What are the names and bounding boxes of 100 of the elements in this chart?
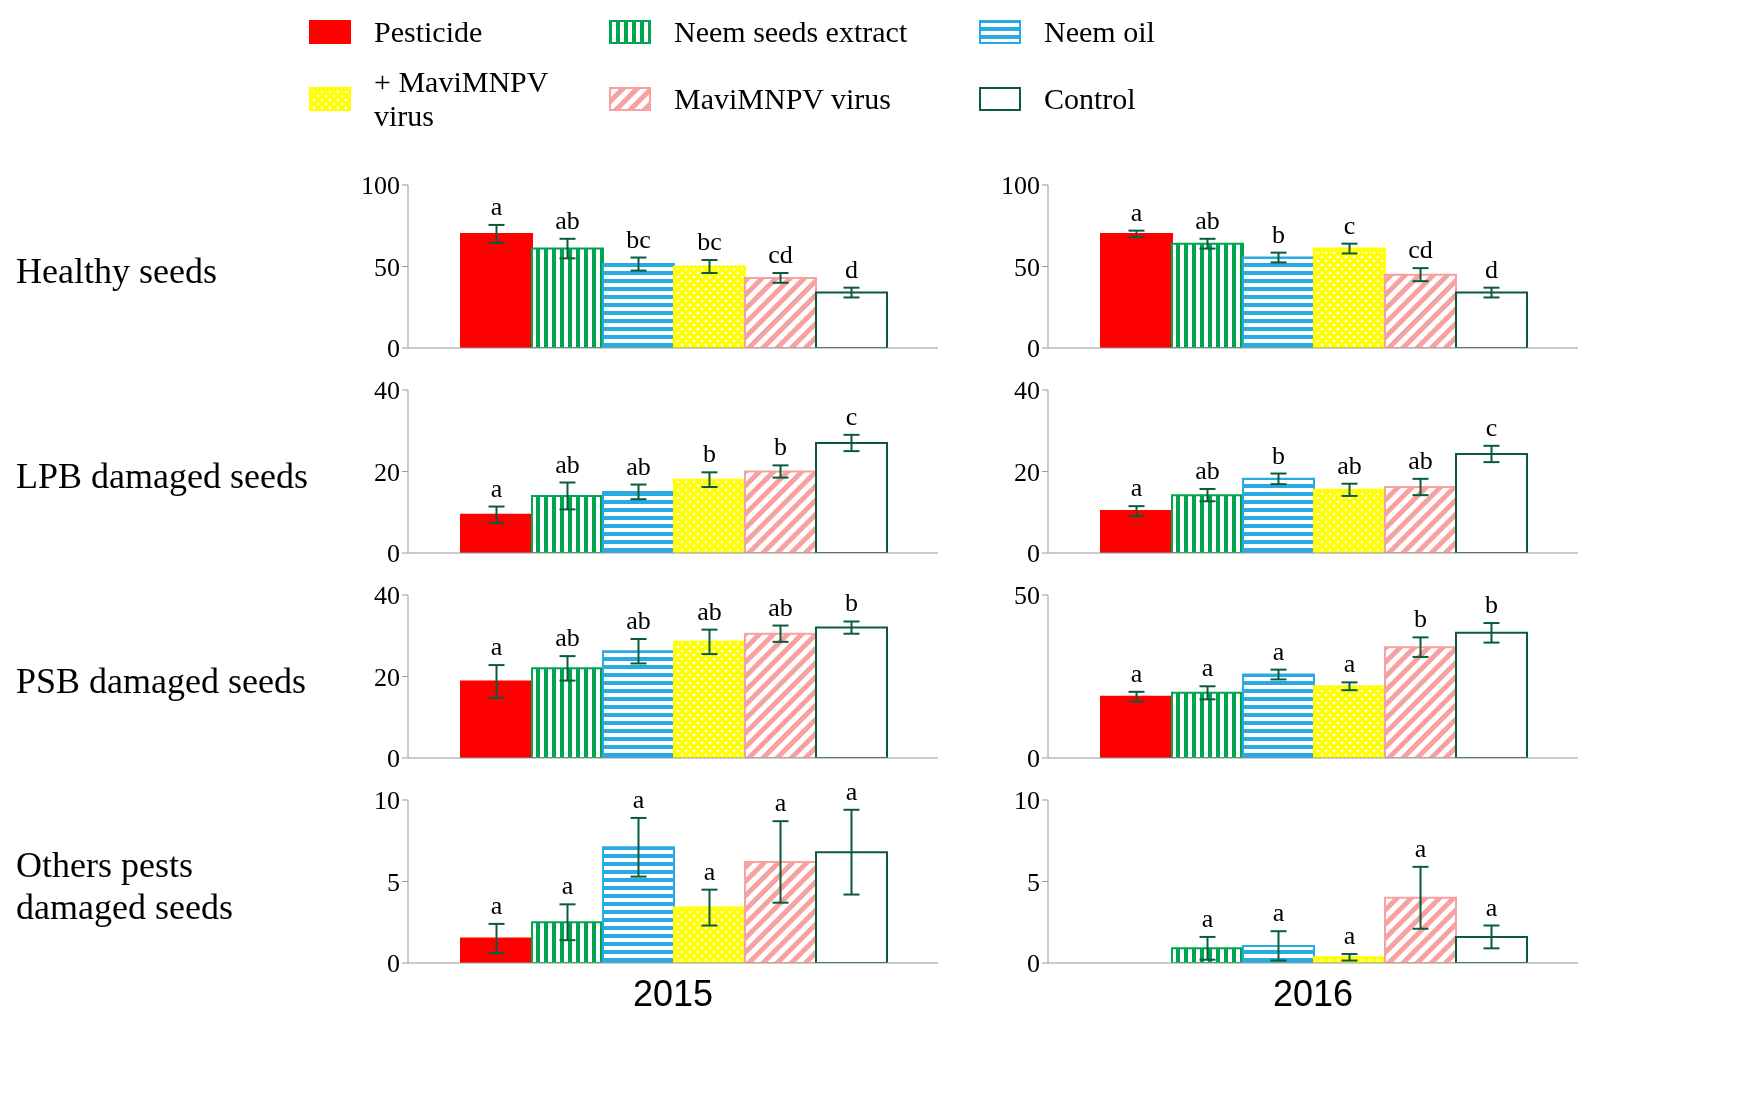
bar (602, 846, 675, 963)
data-label: b (1272, 440, 1285, 470)
y-tick-label: 20 (374, 457, 400, 487)
bar (1171, 242, 1244, 348)
data-label: ab (768, 592, 793, 622)
data-label: a (845, 776, 858, 806)
bar (1242, 944, 1315, 963)
bar (673, 640, 746, 758)
data-label: ab (555, 623, 580, 653)
data-label: b (703, 439, 716, 469)
y-tick-label: 10 (374, 786, 400, 816)
bar (1313, 247, 1386, 348)
bar (531, 494, 604, 553)
data-label: a (703, 856, 716, 886)
y-tick-label: 40 (1014, 376, 1040, 406)
y-tick-label: 50 (374, 252, 400, 282)
y-tick-label: 20 (374, 662, 400, 692)
bar (460, 513, 533, 553)
y-tick-label: 100 (361, 171, 400, 201)
bar (1242, 256, 1315, 348)
data-label: ab (626, 606, 651, 636)
data-label: a (632, 784, 645, 814)
legend-label: Neem oil (1044, 15, 1155, 49)
data-label: c (1343, 210, 1356, 240)
y-tick-label: 50 (1014, 581, 1040, 611)
data-label: a (561, 871, 574, 901)
data-label: bc (626, 224, 651, 254)
data-label: a (1343, 649, 1356, 679)
data-label: b (1485, 590, 1498, 620)
bar (1384, 646, 1457, 758)
y-tick-label: 5 (1027, 867, 1040, 897)
bar (815, 291, 888, 348)
bar (1313, 685, 1386, 758)
legend-label: Neem seeds extract (674, 15, 908, 49)
data-label: b (774, 432, 787, 462)
data-label: b (1272, 219, 1285, 249)
bar (744, 632, 817, 758)
bar (602, 650, 675, 758)
data-label: cd (768, 240, 793, 270)
data-label: a (1272, 636, 1285, 666)
y-tick-label: 0 (387, 949, 400, 979)
x-axis-title: 2016 (1272, 973, 1354, 1014)
data-label: ab (555, 449, 580, 479)
y-axis-title: Others pests damaged seeds (16, 843, 234, 929)
bar (602, 490, 675, 553)
bar (1455, 291, 1528, 348)
bar (673, 906, 746, 963)
data-label: b (1414, 604, 1427, 634)
data-label: a (1130, 473, 1143, 503)
data-label: cd (1408, 235, 1433, 265)
y-tick-label: 40 (374, 581, 400, 611)
bar (460, 937, 533, 963)
bar (1171, 691, 1244, 758)
data-label: ab (555, 205, 580, 235)
legend-label: Pesticide (374, 15, 483, 49)
bar (1100, 232, 1173, 348)
y-tick-label: 0 (1027, 744, 1040, 774)
bar (1384, 273, 1457, 348)
y-tick-label: 0 (387, 539, 400, 569)
bar (1171, 947, 1244, 963)
data-label: ab (697, 596, 722, 626)
data-label: ab (1337, 450, 1362, 480)
data-label: a (1130, 658, 1143, 688)
y-tick-label: 20 (1014, 457, 1040, 487)
bar (673, 478, 746, 553)
data-label: a (1414, 833, 1427, 863)
data-label: a (1201, 903, 1214, 933)
y-axis-title: Healthy seeds (16, 249, 218, 293)
bar (531, 247, 604, 348)
data-label: a (1343, 921, 1356, 951)
bar (1384, 896, 1457, 963)
y-tick-label: 40 (374, 376, 400, 406)
y-tick-label: 100 (1001, 171, 1040, 201)
legend-label: Control (1044, 82, 1136, 116)
data-label: ab (626, 451, 651, 481)
data-label: a (774, 788, 787, 818)
bar (744, 276, 817, 348)
data-label: a (490, 191, 503, 221)
bar (1100, 695, 1173, 758)
data-label: a (490, 890, 503, 920)
data-label: a (1485, 892, 1498, 922)
data-label: ab (1195, 205, 1220, 235)
legend-label: MaviMNPV virus (674, 82, 891, 116)
y-tick-label: 0 (387, 744, 400, 774)
y-tick-label: 10 (1014, 786, 1040, 816)
y-tick-label: 50 (1014, 252, 1040, 282)
bar (602, 263, 675, 348)
data-label: a (1201, 653, 1214, 683)
data-label: ab (1408, 445, 1433, 475)
y-axis-title: PSB damaged seeds (16, 659, 307, 703)
bar (1242, 673, 1315, 758)
bar (531, 921, 604, 963)
data-label: ab (1195, 456, 1220, 486)
bar (673, 265, 746, 348)
bar (744, 860, 817, 963)
data-label: a (1272, 898, 1285, 928)
data-label: d (845, 254, 858, 284)
y-tick-label: 5 (387, 867, 400, 897)
data-label: b (845, 588, 858, 618)
y-tick-label: 0 (1027, 949, 1040, 979)
